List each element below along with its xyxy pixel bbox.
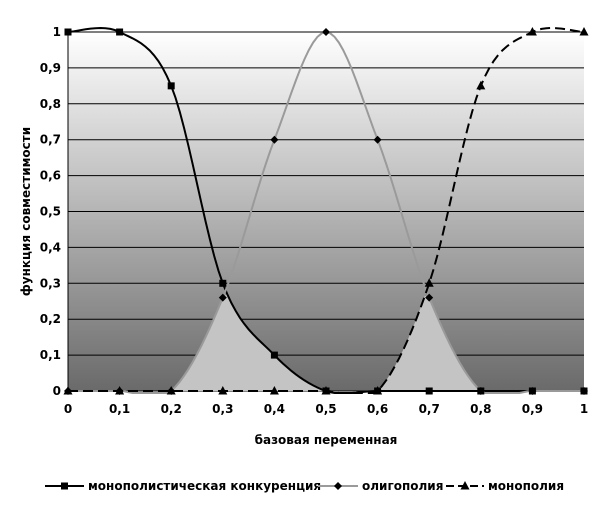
data-point-s2 bbox=[270, 135, 279, 144]
data-point-s2 bbox=[528, 387, 537, 395]
y-tick-label: 0,6 bbox=[40, 169, 61, 183]
x-tick-label: 0,3 bbox=[212, 402, 233, 416]
x-tick-label: 0,9 bbox=[522, 402, 543, 416]
y-axis-title: функция совместимости bbox=[19, 127, 33, 296]
data-point-s2 bbox=[322, 28, 330, 36]
x-tick-label: 0,5 bbox=[315, 402, 336, 416]
x-tick-label: 0,1 bbox=[109, 402, 130, 416]
data-point-s1 bbox=[425, 387, 433, 395]
y-tick-label: 0,9 bbox=[40, 61, 61, 75]
y-tick-label: 0 bbox=[53, 384, 61, 398]
data-point-s3 bbox=[579, 27, 589, 36]
data-point-s3 bbox=[527, 27, 537, 36]
x-tick-labels: 0 0,1 0,2 0,3 0,4 0,5 0,6 0,7 0,8 0,9 1 bbox=[64, 402, 588, 416]
data-point-s3 bbox=[476, 80, 486, 90]
x-tick-label: 1 bbox=[580, 402, 588, 416]
data-point-s2 bbox=[218, 293, 227, 302]
x-tick-label: 0,6 bbox=[367, 402, 388, 416]
overlap-fill bbox=[68, 293, 584, 391]
data-point-s1 bbox=[219, 279, 227, 287]
data-point-s3 bbox=[218, 386, 228, 395]
legend-marker-3 bbox=[460, 481, 470, 490]
data-point-s3 bbox=[424, 278, 434, 287]
data-point-s1 bbox=[64, 28, 72, 36]
y-tick-labels: 0 0,1 0,2 0,3 0,4 0,5 0,6 0,7 0,8 0,9 1 bbox=[40, 25, 61, 398]
overlap-area bbox=[68, 293, 584, 391]
data-point-s3 bbox=[321, 386, 331, 395]
data-point-s2 bbox=[476, 387, 485, 395]
y-tick-label: 0,7 bbox=[40, 133, 61, 147]
x-tick-label: 0,2 bbox=[161, 402, 182, 416]
x-tick-label: 0,4 bbox=[264, 402, 285, 416]
data-point-s2 bbox=[580, 387, 588, 395]
legend-marker-2 bbox=[334, 482, 342, 490]
y-tick-label: 0,5 bbox=[40, 205, 61, 219]
y-tick-label: 0,3 bbox=[40, 276, 61, 290]
x-tick-label: 0,7 bbox=[419, 402, 440, 416]
y-tick-label: 0,4 bbox=[40, 240, 61, 254]
y-tick-label: 0,1 bbox=[40, 348, 61, 362]
y-tick-label: 0,8 bbox=[40, 97, 61, 111]
legend-label-2: олигополия bbox=[362, 479, 443, 493]
x-axis-title: базовая переменная bbox=[255, 433, 398, 447]
legend-label-3: монополия bbox=[488, 479, 564, 493]
data-point-s2 bbox=[373, 135, 382, 144]
data-point-s3 bbox=[166, 386, 176, 395]
x-tick-label: 0 bbox=[64, 402, 72, 416]
data-point-s1 bbox=[116, 28, 124, 36]
legend: монополистическая конкуренция олигополия м… bbox=[45, 479, 564, 493]
data-point-s3 bbox=[373, 386, 383, 395]
overlap-area bbox=[68, 295, 584, 391]
data-point-s3 bbox=[63, 386, 73, 395]
data-point-s3 bbox=[115, 386, 125, 395]
data-point-s2 bbox=[425, 293, 434, 302]
series-markers bbox=[63, 27, 589, 395]
y-tick-label: 0,2 bbox=[40, 312, 61, 326]
data-point-s1 bbox=[270, 351, 278, 359]
y-tick-label: 1 bbox=[53, 25, 61, 39]
legend-marker-1 bbox=[61, 482, 68, 490]
legend-label-1: монополистическая конкуренция bbox=[88, 479, 321, 493]
data-point-s1 bbox=[167, 82, 175, 90]
data-point-s3 bbox=[269, 386, 279, 395]
x-tick-label: 0,8 bbox=[470, 402, 491, 416]
